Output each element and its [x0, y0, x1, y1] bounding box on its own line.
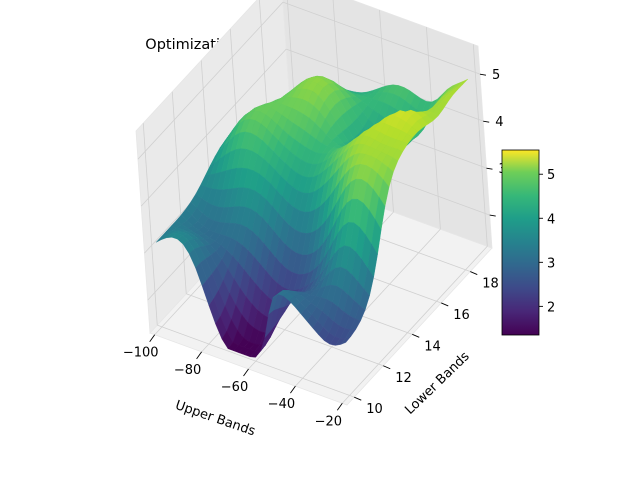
y-tick-label: 14 [424, 339, 441, 354]
x-tick-mark [196, 351, 202, 360]
x-tick-label: −100 [123, 346, 159, 361]
z-tick-mark [489, 214, 496, 217]
x-tick-mark [149, 334, 156, 342]
x-tick-mark [290, 385, 296, 394]
x-tick-label: −60 [221, 380, 248, 395]
grid-y-floor [157, 324, 355, 398]
grid-x-back [426, 27, 441, 230]
colorbar-tick-label: 2 [547, 300, 555, 315]
grid-z-back [282, 1, 481, 75]
y-axis-label: Lower Bands [402, 349, 472, 418]
colorbar-tick-label: 5 [547, 168, 555, 183]
y-tick-mark [354, 396, 362, 401]
x-tick-mark [336, 403, 343, 411]
y-tick-mark [412, 333, 420, 338]
grid-z-left [140, 48, 287, 207]
colorbar: 2 3 4 5 [501, 149, 555, 336]
grid-y-left [142, 123, 158, 326]
z-tick-mark [479, 73, 487, 76]
colorbar-tick-label: 4 [547, 212, 555, 227]
x-axis-label: Upper Bands [173, 398, 257, 439]
y-tick-label: 12 [395, 371, 412, 386]
surface-cell [340, 335, 352, 345]
y-tick-mark [470, 271, 478, 275]
y-tick-mark [441, 302, 449, 307]
x-tick-mark [243, 368, 249, 377]
x-tick-label: −20 [315, 414, 342, 429]
y-tick-mark [383, 365, 391, 370]
surface-mesh [155, 75, 469, 358]
x-tick-label: −80 [174, 363, 201, 378]
z-tick-label: 5 [492, 68, 500, 83]
grid-x-floor [295, 228, 441, 387]
y-tick-label: 18 [482, 277, 499, 292]
z-tick-mark [483, 120, 490, 123]
y-tick-label: 16 [453, 308, 470, 323]
axis-ticks: −100−80−60−40−2010121416182345 [123, 68, 510, 429]
y-tick-label: 10 [366, 402, 383, 417]
grid-x-back [472, 44, 488, 247]
grid-z-left [137, 1, 284, 160]
colorbar-gradient [501, 149, 540, 336]
z-tick-mark [486, 167, 493, 170]
z-tick-label: 4 [495, 115, 503, 130]
grid-x-floor [342, 246, 488, 404]
grid-y-left [171, 91, 187, 294]
grid-z-back [286, 48, 484, 122]
colorbar-tick-label: 3 [547, 256, 555, 271]
x-tick-label: −40 [268, 397, 295, 412]
